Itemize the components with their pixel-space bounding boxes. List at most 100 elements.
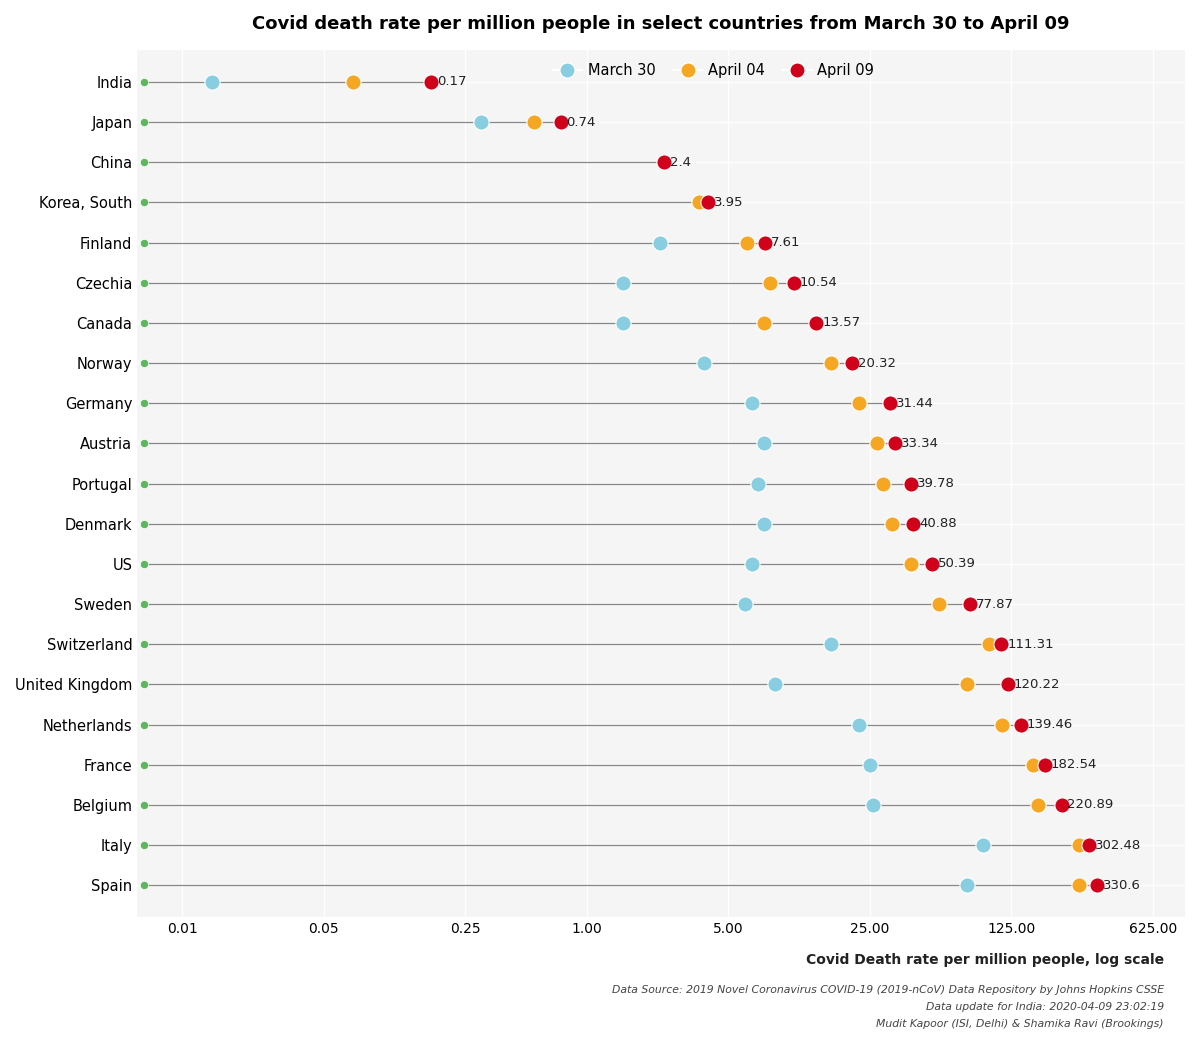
Text: 31.44: 31.44 (896, 396, 934, 410)
Point (76, 154, 95, 171)
Point (785, 275, 804, 292)
Text: 0.17: 0.17 (437, 75, 467, 89)
Point (1012, 717, 1031, 734)
Point (960, 596, 979, 613)
Point (134, 837, 154, 854)
Point (134, 194, 154, 211)
Point (613, 315, 632, 332)
Point (134, 556, 154, 573)
Point (755, 435, 774, 452)
Point (979, 636, 998, 653)
Text: 7.61: 7.61 (772, 236, 800, 249)
Point (134, 235, 154, 252)
Point (756, 235, 775, 252)
Point (992, 717, 1012, 734)
Point (755, 516, 774, 533)
Text: 0.74: 0.74 (566, 115, 596, 129)
Point (881, 395, 900, 412)
Point (421, 74, 440, 91)
Point (524, 114, 544, 131)
Text: 120.22: 120.22 (1014, 678, 1061, 691)
Point (134, 596, 154, 613)
Point (134, 355, 154, 372)
Title: Covid death rate per million people in select countries from March 30 to April 0: Covid death rate per million people in s… (252, 15, 1070, 33)
Point (1080, 837, 1099, 854)
Point (860, 757, 880, 774)
Point (134, 877, 154, 894)
Point (998, 676, 1018, 693)
Point (901, 476, 920, 493)
Point (1052, 797, 1072, 814)
Point (882, 516, 901, 533)
Point (821, 636, 840, 653)
Point (956, 676, 976, 693)
Point (695, 355, 714, 372)
Point (1024, 757, 1043, 774)
Point (134, 74, 154, 91)
Point (930, 596, 949, 613)
Point (742, 556, 761, 573)
Point (755, 315, 774, 332)
Point (1069, 837, 1088, 854)
Point (654, 154, 673, 171)
Point (472, 114, 491, 131)
Point (698, 194, 718, 211)
Text: Mudit Kapoor (ISI, Delhi) & Shamika Ravi (Brookings): Mudit Kapoor (ISI, Delhi) & Shamika Ravi… (876, 1019, 1164, 1028)
Point (134, 154, 154, 171)
Text: 2.4: 2.4 (670, 155, 691, 169)
Point (134, 395, 154, 412)
Text: Covid Death rate per million people, log scale: Covid Death rate per million people, log… (806, 953, 1164, 967)
Text: 220.89: 220.89 (1068, 798, 1114, 812)
Text: 3.95: 3.95 (714, 196, 743, 209)
Point (76, 154, 95, 171)
Point (134, 476, 154, 493)
Point (766, 676, 785, 693)
Text: 182.54: 182.54 (1051, 758, 1097, 772)
Point (821, 355, 840, 372)
Text: Data Source: 2019 Novel Coronavirus COVID-19 (2019-nCoV) Data Repository by John: Data Source: 2019 Novel Coronavirus COVI… (612, 985, 1164, 995)
Point (650, 235, 670, 252)
Point (760, 275, 779, 292)
Text: 302.48: 302.48 (1096, 838, 1141, 852)
Point (134, 516, 154, 533)
Point (1028, 797, 1048, 814)
Point (134, 435, 154, 452)
Point (842, 355, 862, 372)
Point (134, 114, 154, 131)
Text: 40.88: 40.88 (919, 517, 956, 531)
Point (1087, 877, 1106, 894)
Legend: March 30, April 04, April 09: March 30, April 04, April 09 (547, 57, 880, 84)
Point (134, 315, 154, 332)
Point (1069, 877, 1088, 894)
Point (956, 877, 976, 894)
Text: 33.34: 33.34 (901, 437, 940, 450)
Text: 50.39: 50.39 (937, 557, 976, 571)
Point (134, 275, 154, 292)
Point (850, 717, 869, 734)
Point (134, 717, 154, 734)
Point (922, 556, 941, 573)
Point (850, 395, 869, 412)
Text: 20.32: 20.32 (858, 356, 895, 370)
Point (864, 797, 883, 814)
Point (742, 395, 761, 412)
Point (738, 235, 757, 252)
Point (868, 435, 887, 452)
Point (689, 194, 708, 211)
Point (343, 74, 362, 91)
Point (749, 476, 768, 493)
Point (134, 636, 154, 653)
Point (901, 556, 920, 573)
Point (134, 757, 154, 774)
Point (134, 797, 154, 814)
Text: 77.87: 77.87 (976, 597, 1014, 611)
Text: Data update for India: 2020-04-09 23:02:19: Data update for India: 2020-04-09 23:02:… (926, 1002, 1164, 1012)
Point (991, 636, 1010, 653)
Point (613, 275, 632, 292)
Point (806, 315, 826, 332)
Point (874, 476, 893, 493)
Point (134, 676, 154, 693)
Point (973, 837, 992, 854)
Text: 39.78: 39.78 (917, 477, 955, 490)
Text: 111.31: 111.31 (1007, 637, 1054, 651)
